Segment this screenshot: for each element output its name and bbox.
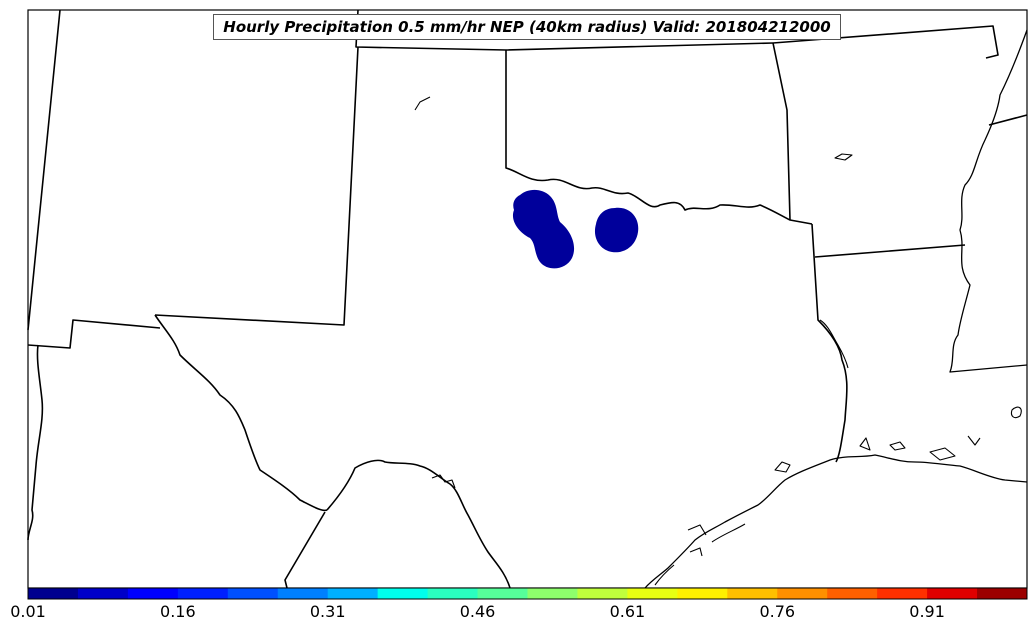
colorbar-segment bbox=[927, 588, 978, 599]
tx-mexico-border bbox=[154, 314, 328, 512]
nm-south-border bbox=[27, 344, 44, 541]
gulf-coast bbox=[644, 454, 1028, 589]
coast-bay-5 bbox=[967, 435, 981, 446]
coast-bay-2 bbox=[859, 437, 871, 451]
colorbar-segment bbox=[427, 588, 479, 599]
colorbar bbox=[27, 587, 1028, 600]
coast-island-2 bbox=[654, 564, 675, 586]
colorbar-segment bbox=[527, 588, 578, 599]
state-borders bbox=[27, 9, 1028, 589]
tx-la-border bbox=[811, 223, 848, 463]
precip-areas bbox=[512, 189, 639, 269]
mo-border bbox=[988, 114, 1028, 126]
ok-ar-border bbox=[772, 42, 791, 221]
lake-arkansas bbox=[834, 153, 853, 161]
coast-bay-3 bbox=[889, 441, 906, 451]
coast-bay-4 bbox=[929, 447, 956, 461]
colorbar-segment bbox=[627, 588, 678, 599]
lake-panhandle bbox=[414, 96, 431, 111]
sabine-detail bbox=[819, 319, 849, 369]
colorbar-segment bbox=[677, 588, 728, 599]
colorbar-segment bbox=[277, 588, 329, 599]
nm-tx-border bbox=[154, 46, 359, 326]
map-frame bbox=[27, 9, 1028, 589]
coast-bay-7 bbox=[687, 524, 707, 536]
precip-blob-east bbox=[594, 207, 639, 253]
colorbar-tick-label: 0.31 bbox=[309, 602, 346, 621]
colorbar-segment bbox=[977, 588, 1028, 599]
colorbar-segment bbox=[477, 588, 528, 599]
colorbar-segment bbox=[377, 588, 429, 599]
rio-grande bbox=[326, 459, 511, 589]
colorbar-tick-label: 0.61 bbox=[609, 602, 646, 621]
coast-bay-6 bbox=[1010, 406, 1022, 419]
colorbar-segment bbox=[877, 588, 928, 599]
colorbar-border bbox=[27, 587, 1028, 600]
coast-bay-8 bbox=[689, 547, 703, 557]
lake-texas-south bbox=[431, 474, 456, 489]
coast-island-1 bbox=[711, 523, 746, 543]
colorbar-segment bbox=[327, 588, 379, 599]
colorbar-segment bbox=[77, 588, 129, 599]
red-river bbox=[505, 50, 813, 225]
ks-mo-border bbox=[772, 25, 999, 59]
colorbar-tick-label: 0.16 bbox=[160, 602, 196, 621]
colorbar-segment bbox=[227, 588, 279, 599]
colorbar-segment bbox=[28, 588, 79, 599]
nm-mexico-border bbox=[27, 319, 161, 349]
colorbar-segment bbox=[127, 588, 179, 599]
colorbar-tick-label: 0.91 bbox=[909, 602, 945, 621]
mexico-state-line bbox=[284, 511, 326, 589]
mississippi-river bbox=[949, 29, 1028, 373]
coast-bay-1 bbox=[774, 461, 791, 473]
colorbar-segment bbox=[777, 588, 828, 599]
precip-blob-west bbox=[512, 189, 575, 269]
colorbar-tick-label: 0.76 bbox=[759, 602, 796, 621]
colorbar-tick-label: 0.01 bbox=[10, 602, 46, 621]
colorbar-tick-label: 0.46 bbox=[459, 602, 496, 621]
colorbar-segment bbox=[827, 588, 878, 599]
map-title: Hourly Precipitation 0.5 mm/hr NEP (40km… bbox=[213, 14, 841, 40]
colorbar-segment bbox=[177, 588, 229, 599]
az-nm-border bbox=[27, 9, 61, 331]
colorbar-segment bbox=[577, 588, 628, 599]
colorbar-segment bbox=[727, 588, 778, 599]
ar-la-border bbox=[814, 244, 966, 258]
